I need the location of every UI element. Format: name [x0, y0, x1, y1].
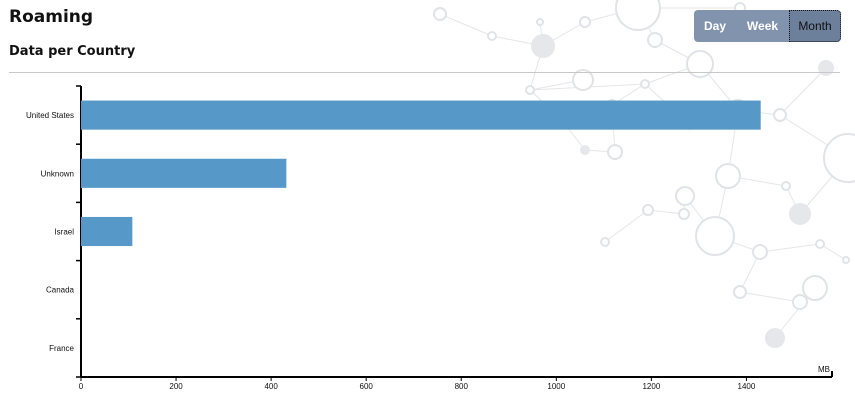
chart-title: Data per Country [9, 44, 136, 59]
x-tick-label: 400 [264, 382, 278, 391]
x-tick-label: 200 [169, 382, 183, 391]
period-toggle: Day Week Month [694, 10, 841, 42]
bar-united-states[interactable] [81, 100, 761, 130]
x-axis-unit-label: MB [818, 365, 830, 374]
header-divider [9, 72, 840, 73]
x-tick-label: 1400 [738, 382, 756, 391]
week-button[interactable]: Week [746, 19, 779, 33]
day-button[interactable]: Day [703, 19, 726, 33]
month-button[interactable]: Month [789, 10, 841, 42]
x-tick-label: 0 [79, 382, 84, 391]
x-tick-label: 800 [455, 382, 469, 391]
page-title: Roaming [9, 7, 94, 27]
x-tick-label: 1200 [642, 382, 660, 391]
category-label: United States [26, 111, 74, 120]
category-label: Israel [54, 228, 74, 237]
x-tick-label: 1000 [547, 382, 565, 391]
category-label: Unknown [41, 169, 74, 178]
bar-israel[interactable] [81, 216, 133, 247]
category-label: France [49, 344, 74, 353]
x-tick-label: 600 [360, 382, 374, 391]
bar-unknown[interactable] [81, 158, 287, 188]
category-label: Canada [46, 286, 75, 295]
